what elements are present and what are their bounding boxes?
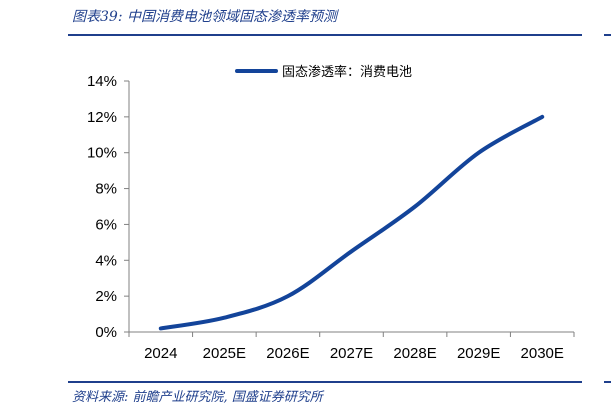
figure-title: 图表39: 中国消费电池领域固态渗透率预测 [72,9,337,25]
x-tick-label: 2025E [203,345,246,362]
x-tick-label: 2029E [457,345,500,362]
x-tick-label: 2027E [330,345,373,362]
y-tick-label: 14% [87,73,117,90]
series-layer [158,114,545,331]
y-tick-label: 2% [95,288,117,305]
x-tick-label: 2028E [393,345,436,362]
series-line [158,114,545,331]
x-tick-label: 2024 [144,345,177,362]
y-tick-label: 0% [95,324,117,341]
bottom-rule [68,381,582,383]
legend-label: 固态渗透率：消费电池 [282,64,412,80]
source-note: 资料来源: 前瞻产业研究院, 国盛证券研究所 [72,390,323,405]
x-tick-label: 2026E [266,345,309,362]
legend: 固态渗透率：消费电池 [235,64,412,80]
top-rule-stub [604,34,611,36]
y-axis: 0% 2% 4% 6% 8% 10% 12% 14% [87,73,130,341]
x-tick-label: 2030E [521,345,564,362]
y-tick-label: 10% [87,145,117,162]
y-tick-label: 12% [87,109,117,126]
top-rule [68,34,582,36]
y-tick-label: 4% [95,252,117,269]
x-axis: 2024 2025E 2026E 2027E 2028E 2029E 2030E [128,331,575,362]
bottom-rule-stub [604,381,611,383]
y-tick-label: 8% [95,181,117,198]
y-tick-label: 6% [95,216,117,233]
